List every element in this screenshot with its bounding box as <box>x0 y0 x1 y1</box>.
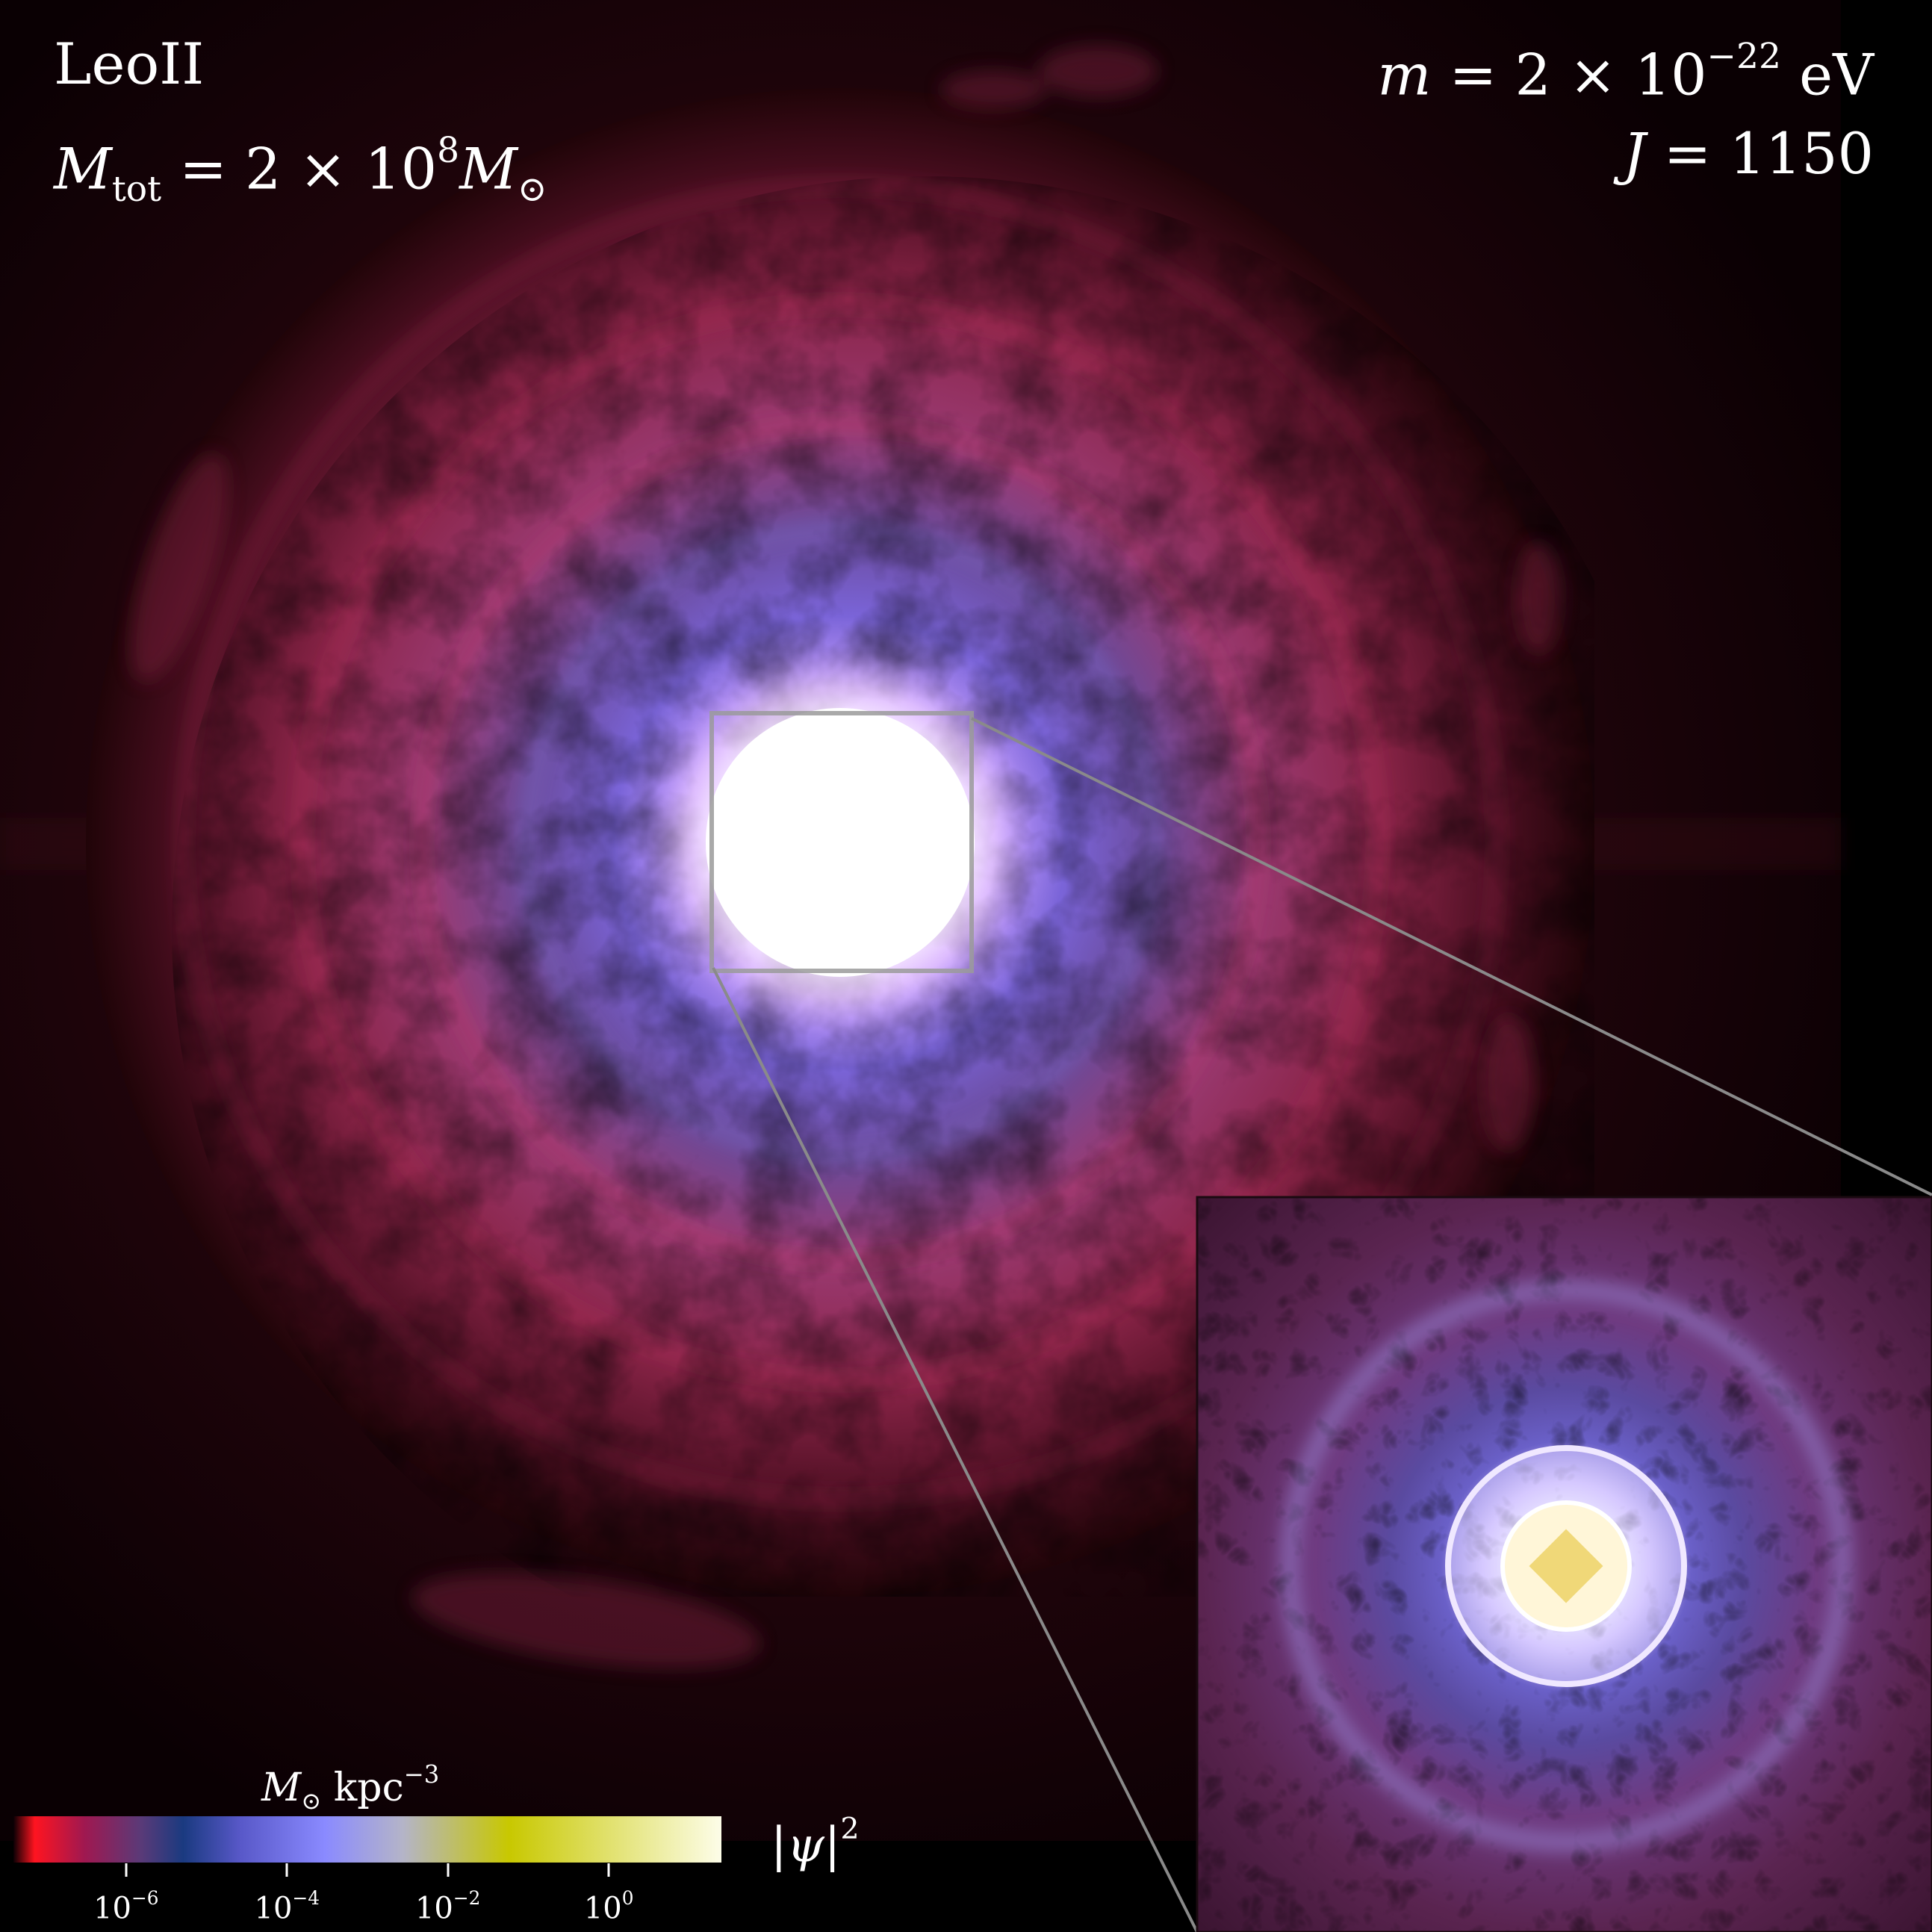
colorbar-unit-text: kpc <box>321 1765 404 1811</box>
tick-exponent: −2 <box>453 1887 481 1909</box>
particle-mass-value: = 2 × 10 <box>1431 41 1707 108</box>
total-mass-exponent: 8 <box>437 130 460 171</box>
particle-mass-label: m = 2 × 10−22 eV <box>1377 39 1874 103</box>
colorbar <box>13 1816 721 1863</box>
total-mass-symbol: M <box>54 135 112 202</box>
angular-momentum-symbol: J <box>1623 120 1646 187</box>
angular-momentum-label: J = 1150 <box>1623 125 1874 182</box>
total-mass-unit-sun: ⊙ <box>517 168 547 210</box>
colorbar-quantity-label: |ψ|2 <box>771 1812 860 1869</box>
tick-exponent: −6 <box>131 1887 159 1909</box>
zoom-connector-bottom <box>712 967 1199 1932</box>
psi-exponent: 2 <box>840 1812 860 1846</box>
tick-base: 10 <box>93 1891 131 1926</box>
colorbar-tick-mark <box>285 1863 288 1877</box>
tick-base: 10 <box>254 1891 293 1926</box>
total-mass-subscript: tot <box>111 168 162 210</box>
zoom-inset <box>1197 1197 1932 1932</box>
total-mass-label: Mtot = 2 × 108M⊙ <box>54 133 547 207</box>
total-mass-unit: M <box>459 135 518 202</box>
zoom-box <box>709 711 974 973</box>
colorbar-unit-sun: ⊙ <box>301 1786 322 1815</box>
colorbar-tick-label: 10−6 <box>93 1887 158 1926</box>
colorbar-tick-label: 10−2 <box>415 1887 480 1926</box>
tick-base: 10 <box>583 1891 622 1926</box>
colorbar-tick-label: 10−4 <box>255 1887 320 1926</box>
halo-shells <box>179 181 1501 1503</box>
tick-exponent: −4 <box>292 1887 320 1909</box>
colorbar-unit-label: M⊙ kpc−3 <box>261 1762 439 1813</box>
colorbar-unit-symbol: M <box>261 1765 302 1811</box>
outer-shells <box>130 45 1561 1668</box>
colorbar-group <box>13 1816 721 1863</box>
colorbar-unit-exponent: −3 <box>403 1760 440 1789</box>
halo-name-label: LeoII <box>54 31 205 97</box>
total-mass-value: = 2 × 10 <box>161 135 438 202</box>
tick-exponent: 0 <box>621 1887 634 1909</box>
particle-mass-symbol: m <box>1377 41 1432 108</box>
colorbar-tick-mark <box>607 1863 610 1877</box>
particle-mass-unit: eV <box>1780 41 1874 108</box>
zoom-connector-top <box>971 717 1932 1196</box>
colorbar-tick-mark <box>447 1863 450 1877</box>
tick-base: 10 <box>414 1891 453 1926</box>
colorbar-tick-mark <box>125 1863 128 1877</box>
colorbar-tick-label: 100 <box>584 1887 634 1926</box>
psi-symbol: |ψ| <box>771 1817 841 1873</box>
angular-momentum-value: = 1150 <box>1645 120 1874 187</box>
particle-mass-exponent: −22 <box>1706 36 1781 77</box>
